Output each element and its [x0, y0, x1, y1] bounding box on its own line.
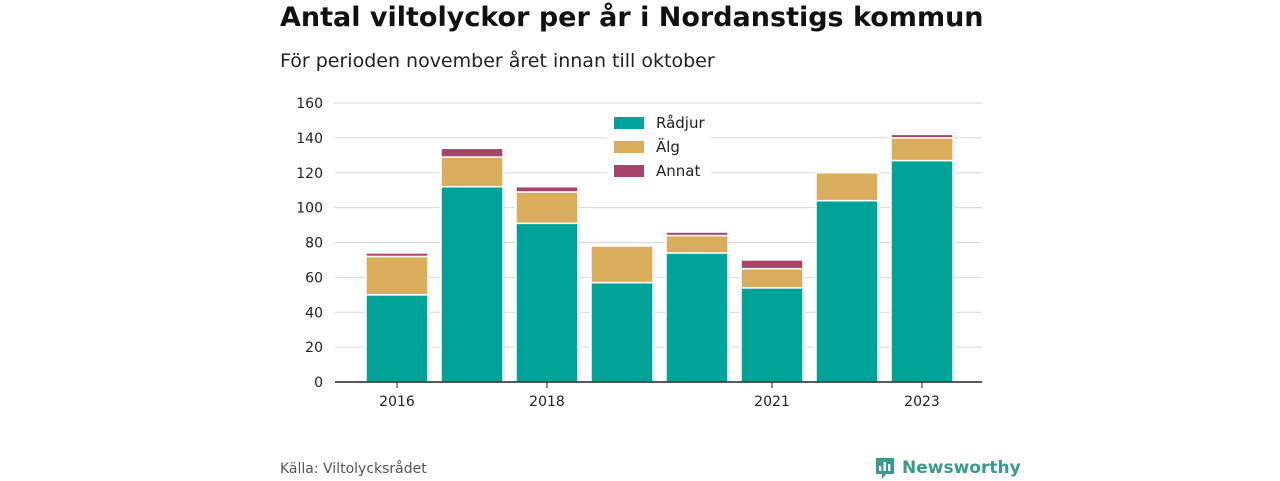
bar-älg-2018: [515, 191, 579, 225]
y-tick-label-60: 60: [305, 270, 323, 286]
bar-rådjur-2017: [440, 185, 504, 383]
bar-rådjur-2018: [515, 222, 579, 383]
chart-title: Antal viltolyckor per år i Nordanstigs k…: [280, 2, 984, 33]
bar-rådjur-2022: [815, 199, 879, 383]
y-tick-label-40: 40: [305, 305, 323, 321]
brand-logo[interactable]: Newsworthy: [874, 455, 1021, 481]
legend-swatch-rådjur: [614, 117, 644, 129]
source-note: Källa: Viltolycksrådet: [280, 461, 427, 477]
legend-label-älg: Älg: [656, 137, 680, 156]
y-axis-tick-labels: 0 20 40 60 80 100 120 140 160: [296, 96, 323, 391]
bar-älg-2016: [365, 255, 429, 296]
bar-rådjur-2020: [665, 252, 729, 383]
x-axis-tick-labels: 2016 2018 2021 2023: [379, 382, 940, 410]
bar-annat-2023: [890, 133, 954, 139]
bar-annat-2021: [740, 259, 804, 270]
x-tick-label-2021: 2021: [754, 394, 790, 410]
legend-swatch-älg: [614, 141, 644, 153]
y-tick-label-100: 100: [296, 201, 323, 217]
bar-älg-2019: [590, 245, 654, 284]
bar-älg-2017: [440, 156, 504, 188]
legend-swatch-annat: [614, 165, 644, 177]
y-tick-label-20: 20: [305, 340, 323, 356]
newsworthy-logo-icon: [876, 458, 894, 479]
bar-älg-2020: [665, 234, 729, 254]
chart-subtitle: För perioden november året innan till ok…: [280, 50, 715, 72]
bar-annat-2017: [440, 147, 504, 158]
bar-rådjur-2021: [740, 287, 804, 383]
x-tick-label-2016: 2016: [379, 394, 415, 410]
bar-rådjur-2016: [365, 294, 429, 383]
bar-älg-2021: [740, 267, 804, 289]
bar-rådjur-2023: [890, 159, 954, 383]
bar-rådjur-2019: [590, 281, 654, 383]
y-tick-label-0: 0: [314, 375, 323, 391]
legend: Rådjur Älg Annat: [607, 110, 711, 188]
bar-annat-2016: [365, 252, 429, 258]
legend-label-rådjur: Rådjur: [656, 114, 705, 132]
bar-älg-2023: [890, 137, 954, 162]
legend-label-annat: Annat: [656, 162, 700, 180]
y-tick-label-140: 140: [296, 131, 323, 147]
y-tick-label-120: 120: [296, 166, 323, 182]
y-tick-label-160: 160: [296, 96, 323, 112]
brand-name: Newsworthy: [902, 458, 1021, 478]
bar-annat-2018: [515, 185, 579, 193]
bar-annat-2020: [665, 231, 729, 237]
bar-älg-2022: [815, 172, 879, 202]
x-tick-label-2018: 2018: [529, 394, 565, 410]
x-tick-label-2023: 2023: [904, 394, 940, 410]
y-tick-label-80: 80: [305, 236, 323, 252]
